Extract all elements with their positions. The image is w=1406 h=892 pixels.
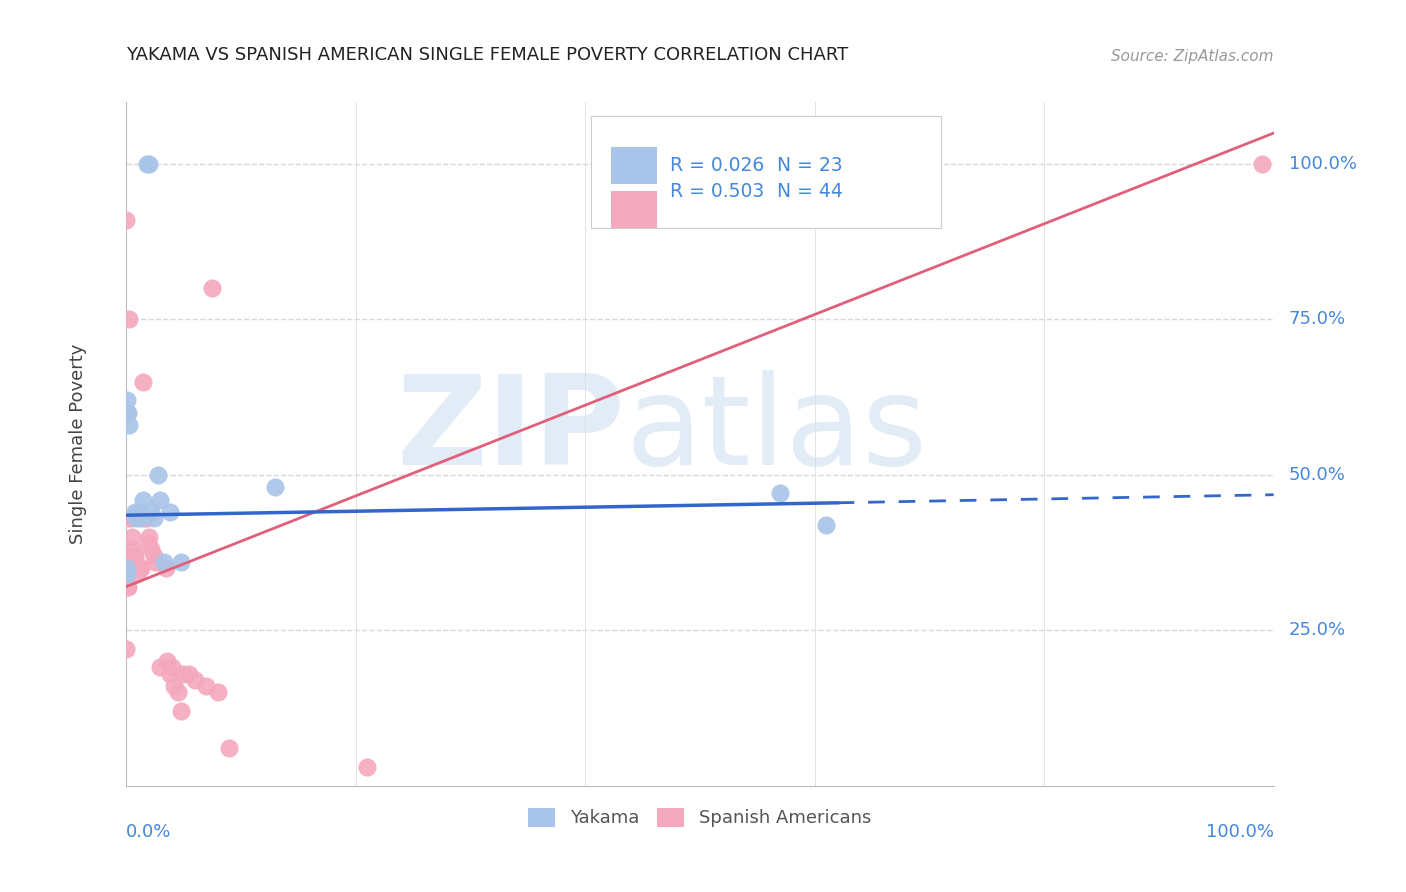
Text: N = 44: N = 44 <box>776 182 842 202</box>
Point <box>356 760 378 774</box>
Point <box>138 157 160 171</box>
Point <box>1251 157 1274 171</box>
Point <box>207 685 229 699</box>
Text: N = 23: N = 23 <box>776 156 842 175</box>
Point <box>128 505 150 519</box>
Point <box>153 555 176 569</box>
Point <box>124 505 146 519</box>
Point <box>149 492 172 507</box>
Point <box>159 666 181 681</box>
Point <box>218 741 240 756</box>
Point <box>115 567 138 582</box>
Point <box>135 157 157 171</box>
FancyBboxPatch shape <box>612 147 658 184</box>
Text: R = 0.503: R = 0.503 <box>671 182 765 202</box>
Point <box>117 406 139 420</box>
Point <box>115 641 138 656</box>
Text: 100.0%: 100.0% <box>1289 155 1357 173</box>
Point <box>132 375 155 389</box>
FancyBboxPatch shape <box>591 116 941 228</box>
Point <box>115 406 138 420</box>
Point <box>124 549 146 563</box>
Point <box>184 673 207 687</box>
Text: Source: ZipAtlas.com: Source: ZipAtlas.com <box>1111 49 1274 64</box>
Point <box>156 654 179 668</box>
Text: 50.0%: 50.0% <box>1289 466 1346 483</box>
Point <box>142 549 165 563</box>
Point <box>141 505 163 519</box>
Point <box>117 580 139 594</box>
Point <box>121 542 143 557</box>
Point <box>118 418 141 433</box>
Text: R = 0.026: R = 0.026 <box>671 156 765 175</box>
Point <box>195 679 218 693</box>
Point <box>117 555 139 569</box>
Text: atlas: atlas <box>626 369 928 491</box>
Point <box>170 704 193 718</box>
Text: ZIP: ZIP <box>396 369 626 491</box>
Point <box>155 561 177 575</box>
Point <box>115 561 138 575</box>
Point <box>143 555 166 569</box>
Point <box>769 486 792 500</box>
Point <box>129 561 152 575</box>
Point <box>122 549 145 563</box>
Point <box>142 511 165 525</box>
Point <box>115 580 138 594</box>
Point <box>159 505 181 519</box>
Point <box>179 666 201 681</box>
Point <box>118 312 141 326</box>
Point <box>149 660 172 674</box>
Point <box>146 467 169 482</box>
Point <box>815 517 838 532</box>
Point <box>172 666 194 681</box>
Point <box>128 511 150 525</box>
Point <box>141 542 163 557</box>
Text: 75.0%: 75.0% <box>1289 310 1346 328</box>
Point <box>132 492 155 507</box>
Point <box>166 685 188 699</box>
Point <box>128 561 150 575</box>
Point <box>127 567 149 582</box>
Text: Single Female Poverty: Single Female Poverty <box>69 343 87 544</box>
Text: 25.0%: 25.0% <box>1289 621 1346 640</box>
Point <box>138 530 160 544</box>
Point <box>121 530 143 544</box>
FancyBboxPatch shape <box>612 191 658 228</box>
Point <box>163 679 186 693</box>
Point <box>264 480 287 494</box>
Point <box>134 511 156 525</box>
Point <box>170 555 193 569</box>
Point <box>125 511 148 525</box>
Point <box>115 213 138 227</box>
Point <box>120 511 142 525</box>
Point <box>122 555 145 569</box>
Text: 0.0%: 0.0% <box>127 823 172 841</box>
Text: YAKAMA VS SPANISH AMERICAN SINGLE FEMALE POVERTY CORRELATION CHART: YAKAMA VS SPANISH AMERICAN SINGLE FEMALE… <box>127 46 848 64</box>
Text: 100.0%: 100.0% <box>1206 823 1274 841</box>
Point <box>118 511 141 525</box>
Point <box>115 549 138 563</box>
Point <box>135 511 157 525</box>
Point <box>125 555 148 569</box>
Point <box>136 536 159 550</box>
Point <box>115 555 138 569</box>
Point <box>115 393 138 408</box>
Point <box>160 660 183 674</box>
Legend: Yakama, Spanish Americans: Yakama, Spanish Americans <box>522 801 879 835</box>
Point <box>201 281 224 295</box>
